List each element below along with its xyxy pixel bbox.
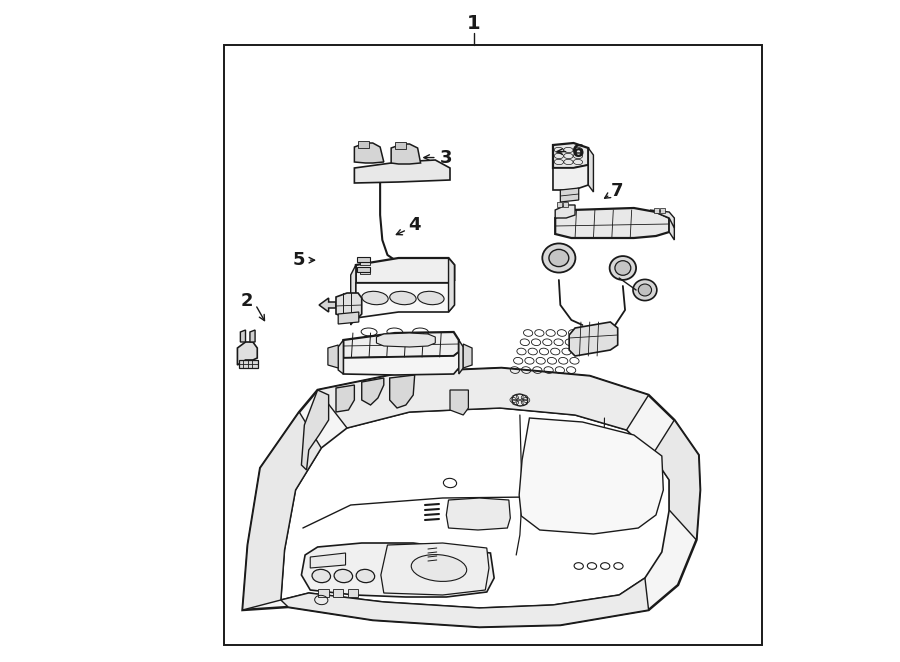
Ellipse shape [609,256,636,280]
Ellipse shape [334,569,353,583]
Polygon shape [338,340,343,374]
Polygon shape [338,312,359,324]
Ellipse shape [549,250,569,267]
Bar [356,257,370,262]
Polygon shape [238,360,258,368]
Ellipse shape [312,569,330,583]
Polygon shape [318,368,649,430]
Polygon shape [328,345,338,368]
Bar [223,45,762,645]
Polygon shape [356,258,454,283]
Bar [347,589,358,597]
Polygon shape [355,160,450,183]
Bar [333,589,344,597]
Polygon shape [351,265,356,325]
Ellipse shape [411,555,467,581]
Ellipse shape [543,244,575,273]
Polygon shape [446,498,510,530]
Polygon shape [376,333,436,347]
Bar [395,142,406,149]
Ellipse shape [638,284,652,296]
Ellipse shape [633,279,657,301]
Polygon shape [243,412,321,610]
Polygon shape [356,280,454,318]
Ellipse shape [362,291,388,305]
Text: 1: 1 [467,15,481,33]
Polygon shape [355,143,383,163]
Polygon shape [281,578,649,627]
Polygon shape [302,543,494,597]
Polygon shape [238,342,257,365]
Text: 4: 4 [409,216,421,234]
Polygon shape [555,205,575,218]
Text: 6: 6 [572,142,584,161]
Bar [654,209,659,213]
Polygon shape [362,378,383,405]
Ellipse shape [356,569,374,583]
Text: 5: 5 [292,251,305,269]
Polygon shape [250,330,255,342]
Polygon shape [450,390,468,415]
Polygon shape [243,368,700,627]
Polygon shape [343,352,459,375]
Polygon shape [302,390,328,470]
Polygon shape [336,293,362,318]
Ellipse shape [390,291,416,305]
Ellipse shape [615,261,631,275]
Text: 7: 7 [611,181,624,200]
Polygon shape [336,385,355,412]
Text: 2: 2 [240,292,253,310]
Bar [356,267,370,272]
Bar [557,202,562,207]
Polygon shape [448,258,454,312]
Polygon shape [561,188,579,202]
Bar [358,142,369,148]
Polygon shape [553,165,589,190]
Polygon shape [240,330,246,342]
Polygon shape [390,375,415,408]
Bar [360,260,370,265]
Polygon shape [670,218,674,240]
Bar [563,202,568,207]
Polygon shape [281,408,670,608]
Polygon shape [459,340,464,374]
Polygon shape [343,332,459,358]
Polygon shape [652,420,700,540]
Polygon shape [519,418,663,534]
Bar [319,589,328,597]
Polygon shape [392,144,420,164]
Polygon shape [464,344,472,368]
Polygon shape [589,148,593,192]
Polygon shape [310,553,346,568]
Ellipse shape [418,291,444,305]
Polygon shape [569,322,617,356]
Polygon shape [381,543,489,595]
Bar [360,269,370,274]
Polygon shape [320,298,336,312]
Bar [661,209,665,213]
Polygon shape [650,210,674,228]
Polygon shape [555,208,670,238]
Polygon shape [553,143,589,168]
Text: 3: 3 [440,148,453,167]
